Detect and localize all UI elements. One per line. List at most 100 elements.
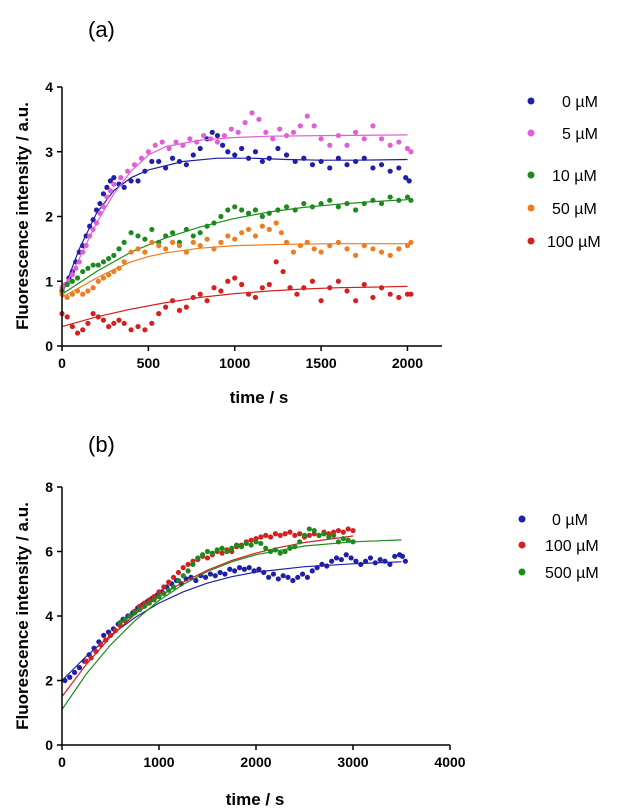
- panel-a-series-4-point-35: [280, 268, 286, 275]
- panel-b-series-0-point-30: [207, 571, 214, 577]
- panel-b-legend: 0 µM 100 µM 500 µM: [518, 512, 599, 582]
- panel-a-series-0-point-28: [197, 145, 203, 152]
- panel-b-series-0-point-33: [222, 571, 228, 577]
- panel-b-series-0-point-50: [304, 574, 311, 580]
- panel-a-series-3-point-7: [95, 278, 101, 284]
- panel-b-series-1-point-36: [258, 534, 264, 540]
- panel-a-series-0-point-54: [396, 165, 402, 171]
- panel-b-series-0-point-43: [270, 571, 277, 577]
- panel-b-x-title: time / s: [226, 790, 285, 809]
- legend-marker-a-2: [527, 171, 535, 179]
- panel-a-series-0-point-24: [169, 155, 176, 161]
- panel-a-series-3-point-9: [106, 272, 112, 278]
- panel-b-series-1-point-21: [185, 561, 191, 568]
- panel-a-series-0-point-23: [163, 165, 169, 171]
- panel-b-series-1-point-5: [107, 632, 114, 638]
- panel-a-series-3-point-30: [245, 226, 252, 233]
- panel-a-series-1-point-41: [290, 129, 297, 135]
- panel-b-series-1-point-17: [166, 579, 172, 585]
- panel-a-series-4-point-42: [335, 278, 341, 284]
- panel-b-series-2-point-18: [204, 548, 211, 555]
- panel-a-series-2-point-14: [135, 233, 141, 239]
- panel-a-series-3-point-15: [142, 249, 148, 255]
- panel-a-series-3-point-24: [204, 236, 210, 242]
- panel-b-x-tick-label-4: 4000: [434, 754, 465, 770]
- panel-a-series-4-point-47: [378, 285, 385, 291]
- panel-a-series-4-point-28: [232, 275, 238, 281]
- panel-a-series-0-point-13: [104, 184, 110, 190]
- panel-b-series-0-point-2: [72, 669, 78, 676]
- panel-a-series-2-point-11: [116, 246, 122, 252]
- panel-a-series-0-point-34: [232, 152, 238, 158]
- panel-a-series-0-point-14: [107, 178, 113, 184]
- panel-a-series-2-point-19: [169, 230, 176, 236]
- panel-a-series-3-point-14: [135, 246, 141, 252]
- panel-b-series-1-point-25: [204, 555, 211, 561]
- panel-a-series-2-point-27: [225, 207, 231, 213]
- panel-a-series-3-point-32: [259, 223, 265, 229]
- panel-b-series-2-point-16: [195, 555, 201, 561]
- panel-a-series-0-point-52: [378, 162, 385, 168]
- panel-a-series-4-point-46: [370, 294, 376, 301]
- panel-a-x-title: time / s: [230, 388, 289, 407]
- panel-a-series-2-point-2: [69, 278, 75, 284]
- panel-b-series-1-point-38: [267, 534, 274, 540]
- panel-a-series-1-point-34: [242, 120, 248, 126]
- panel-a-series-2-point-9: [106, 255, 112, 262]
- panel-a-series-1-point-26: [187, 136, 193, 142]
- panel-a-series-0-point-18: [128, 178, 134, 184]
- panel-a-series-2-point-26: [218, 213, 224, 220]
- panel-b-series-2-point-37: [297, 539, 303, 545]
- panel-a-series-4: [59, 259, 414, 336]
- panel-b-series-0-point-29: [202, 574, 209, 580]
- panel-b-y-tick-label-1: 2: [45, 673, 53, 689]
- panel-b-series-2-point-7: [151, 597, 157, 603]
- panel-a-series-1-point-56: [408, 149, 414, 155]
- panel-a-series-4-point-44: [353, 298, 359, 304]
- panel-a-series-4-point-49: [396, 294, 402, 301]
- panel-a-series-2-point-32: [259, 213, 265, 220]
- panel-b-series-0-point-32: [217, 569, 223, 576]
- panel-a-series-1-point-42: [297, 123, 303, 129]
- panel-b-y-title: Fluorescence intensity / a.u.: [13, 502, 32, 730]
- panel-a-series-3-point-40: [311, 246, 317, 252]
- panel-b-series-0-point-60: [353, 558, 359, 564]
- panel-a-series-4-point-15: [142, 327, 148, 333]
- panel-b-series-2-point-12: [175, 577, 181, 584]
- panel-b-series-2-point-17: [200, 552, 206, 558]
- legend-label-a-1: 5 µM: [562, 126, 598, 143]
- panel-b-series-2-point-28: [253, 539, 259, 545]
- legend-label-b-1: 100 µM: [545, 538, 599, 555]
- panel-b-series-2-point-20: [214, 547, 220, 553]
- panel-a-legend: 0 µM 5 µM 10 µM 50 µM 100 µM: [527, 94, 601, 251]
- panel-a-series-3-point-6: [90, 285, 96, 291]
- panel-a-y-tick-label-0: 0: [45, 338, 53, 354]
- panel-a-series-4-point-45: [361, 281, 367, 288]
- panel-b-series-2-point-33: [277, 550, 283, 556]
- panel-a-series-4-point-26: [218, 288, 224, 294]
- panel-b-series-2-point-43: [326, 534, 332, 540]
- panel-a-series-4-point-6: [90, 311, 96, 317]
- panel-a-series-4-point-24: [204, 298, 210, 304]
- panel-b-series-0-point-49: [299, 571, 306, 577]
- panel-a-series-2-point-28: [232, 204, 238, 210]
- panel-b-series-2-point-19: [209, 550, 215, 556]
- panel-a-series-1-point-32: [228, 126, 234, 132]
- panel-a-series-1-point-49: [353, 129, 359, 135]
- panel-a-series-1-point-36: [256, 116, 262, 122]
- panel-a-series-1-point-28: [201, 132, 207, 139]
- panel-a-series-1-point-30: [214, 139, 221, 145]
- panel-b-series-0-point-71: [402, 558, 408, 564]
- panel-b-series-1-point-16: [161, 584, 167, 590]
- panel-b-series-2-point-8: [156, 594, 162, 600]
- panel-b-series-1-point-55: [350, 527, 356, 534]
- panel-a-series-4-point-1: [64, 314, 70, 320]
- panel-a-series-2-point-7: [95, 262, 101, 268]
- panel-a-series-2-point-35: [283, 204, 290, 210]
- panel-b-series-2-point-9: [161, 590, 167, 597]
- panel-b-series-2-point-24: [234, 542, 240, 548]
- panel-a-series-3-point-8: [100, 275, 107, 281]
- panel-b-x-tick-label-3: 3000: [337, 754, 368, 770]
- panel-b-plot-area: [61, 526, 408, 710]
- panel-a-series-3-point-28: [232, 236, 238, 242]
